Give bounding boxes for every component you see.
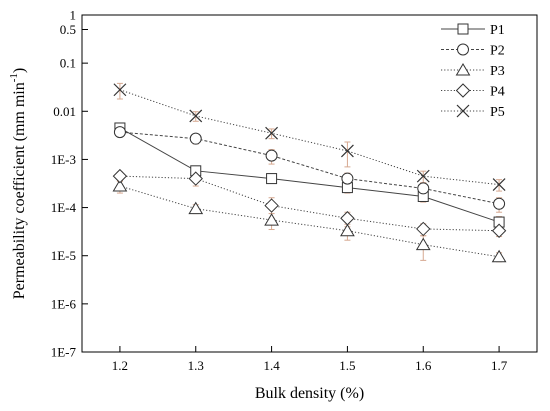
y-tick-label: 1E-5 xyxy=(51,248,76,263)
data-point-p3 xyxy=(188,201,204,215)
y-tick-label: 0.01 xyxy=(53,104,76,119)
data-point-p4 xyxy=(112,168,128,184)
data-point-p4 xyxy=(416,221,431,237)
data-point-p1 xyxy=(266,173,278,185)
data-point-p3 xyxy=(340,223,355,237)
legend-label-p5: P5 xyxy=(490,105,505,120)
x-tick-label: 1.2 xyxy=(112,358,128,373)
y-tick-label: 1E-4 xyxy=(51,200,77,215)
data-point-p3 xyxy=(415,237,431,251)
legend-marker-p1 xyxy=(457,23,469,35)
data-point-p4 xyxy=(188,171,203,186)
y-axis-title-main: Permeability coefficient (mm min xyxy=(11,82,28,299)
y-axis-ticks: 1E-7 1E-6 1E-5 1E-4 1E-3 0.01 0.1 0.51 xyxy=(51,8,88,360)
legend: P1 P2 P3 P4 P5 xyxy=(441,23,505,120)
x-tick-label: 1.7 xyxy=(491,358,508,373)
legend-label-p2: P2 xyxy=(490,44,505,59)
y-axis-title: Permeability coefficient (mm min-1) xyxy=(8,68,28,299)
data-point-p2 xyxy=(189,132,202,145)
data-point-p2 xyxy=(265,149,278,162)
data-point-p3 xyxy=(264,213,279,226)
data-point-p4 xyxy=(491,223,507,238)
x-tick-label: 1.4 xyxy=(263,358,280,373)
y-axis-title-close: ) xyxy=(11,68,28,73)
legend-label-p1: P1 xyxy=(490,23,505,38)
x-tick-label: 1.5 xyxy=(339,358,355,373)
legend-label-p3: P3 xyxy=(490,64,505,79)
y-tick-label: 1E-3 xyxy=(51,152,76,167)
legend-label-p4: P4 xyxy=(490,85,505,100)
series-line-p3 xyxy=(119,185,500,258)
data-point-p2 xyxy=(493,197,506,210)
y-tick-label: 0.1 xyxy=(60,56,76,71)
error-bars xyxy=(116,82,503,263)
x-axis-ticks: 1.2 1.3 1.4 1.5 1.6 1.7 xyxy=(112,346,508,373)
series-line-p2 xyxy=(119,131,500,205)
x-tick-label: 1.6 xyxy=(415,358,432,373)
plot-frame xyxy=(81,14,538,353)
y-tick-label: 1E-7 xyxy=(51,345,77,360)
y-axis-title-sup: -1 xyxy=(8,73,20,82)
data-point-p3 xyxy=(112,179,128,192)
data-point-p4 xyxy=(340,211,355,226)
data-point-p2 xyxy=(417,182,430,195)
series-group xyxy=(112,83,507,263)
data-point-p5 xyxy=(492,178,506,192)
legend-marker-p2 xyxy=(457,43,469,56)
legend-marker-p3 xyxy=(455,63,471,76)
data-point-p5 xyxy=(416,169,430,183)
data-point-p5 xyxy=(265,126,279,140)
x-axis-title: Bulk density (%) xyxy=(255,385,364,402)
series-line-p4 xyxy=(119,175,500,232)
series-line-p1 xyxy=(119,127,500,223)
x-tick-label: 1.3 xyxy=(188,358,204,373)
y-tick-label: 1E-6 xyxy=(51,296,77,311)
y-tick-label: 0.5 xyxy=(60,22,76,37)
y-tick-label: 1 xyxy=(70,8,77,23)
data-point-p3 xyxy=(491,249,507,263)
data-point-p5 xyxy=(113,83,127,97)
data-point-p5 xyxy=(340,144,354,158)
legend-marker-p4 xyxy=(455,83,471,98)
data-point-p2 xyxy=(341,172,354,185)
legend-marker-p5 xyxy=(456,104,470,118)
data-point-p2 xyxy=(113,126,126,139)
data-point-p5 xyxy=(189,109,203,123)
data-point-p4 xyxy=(264,198,279,213)
